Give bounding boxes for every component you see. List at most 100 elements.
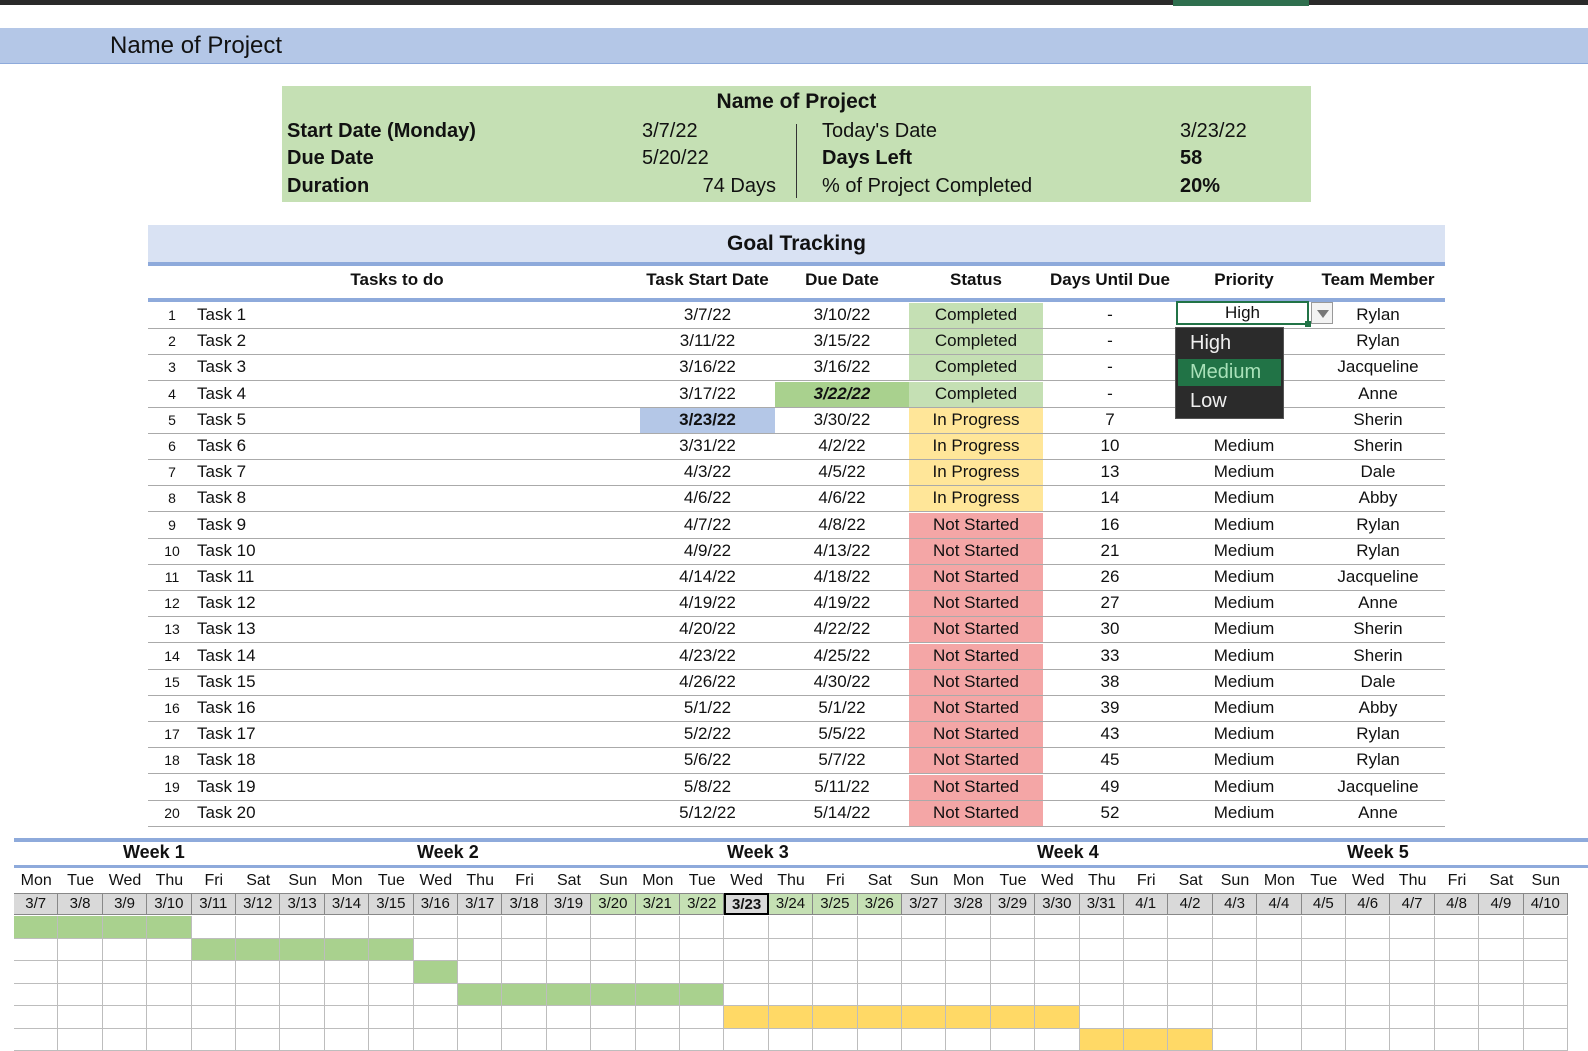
cell-status[interactable]: In Progress [909,434,1043,459]
cell-priority[interactable]: Medium [1177,775,1311,800]
gantt-cell[interactable] [192,961,236,984]
cell-team[interactable]: Anne [1311,801,1445,826]
today-date-value[interactable]: 3/23/22 [1180,120,1247,143]
cell-priority[interactable]: Medium [1177,460,1311,485]
gantt-cell[interactable] [1124,961,1168,984]
gantt-cell[interactable] [813,916,857,939]
cell-due[interactable]: 4/13/22 [775,539,909,564]
gantt-cell[interactable] [58,1006,102,1029]
gantt-cell[interactable] [1257,939,1301,962]
cell-start[interactable]: 5/8/22 [640,775,775,800]
cell-due[interactable]: 3/15/22 [775,329,909,354]
cell-due[interactable]: 4/30/22 [775,670,909,695]
gantt-cell[interactable] [858,961,902,984]
gantt-cell[interactable] [103,961,147,984]
gantt-cell[interactable] [1524,916,1568,939]
cell-team[interactable]: Sherin [1311,644,1445,669]
cell-days[interactable]: 16 [1043,513,1177,538]
cell-days[interactable]: 26 [1043,565,1177,590]
gantt-cell[interactable] [280,984,324,1007]
gantt-cell[interactable] [1124,916,1168,939]
date-header[interactable]: 3/19 [547,893,591,915]
gantt-cell[interactable] [547,1006,591,1029]
gantt-cell[interactable] [1435,1029,1479,1051]
gantt-cell[interactable] [14,984,58,1007]
cell-start[interactable]: 4/9/22 [640,539,775,564]
gantt-cell[interactable] [724,984,768,1007]
gantt-bar-cell[interactable] [1168,1029,1212,1051]
date-header[interactable]: 3/15 [369,893,413,915]
cell-status[interactable]: In Progress [909,460,1043,485]
date-header[interactable]: 4/10 [1524,893,1568,915]
date-header[interactable]: 4/7 [1390,893,1434,915]
cell-days[interactable]: 27 [1043,591,1177,616]
gantt-cell[interactable] [14,1006,58,1029]
gantt-cell[interactable] [1257,961,1301,984]
gantt-cell[interactable] [1124,984,1168,1007]
gantt-cell[interactable] [680,1029,724,1051]
gantt-cell[interactable] [1302,961,1346,984]
date-header[interactable]: 4/5 [1302,893,1346,915]
date-header[interactable]: 3/24 [769,893,813,915]
cell-priority[interactable]: Medium [1177,513,1311,538]
gantt-cell[interactable] [414,1006,458,1029]
cell-num[interactable]: 4 [148,382,196,407]
cell-due[interactable]: 3/16/22 [775,355,909,380]
cell-num[interactable]: 14 [148,644,196,669]
gantt-cell[interactable] [636,916,680,939]
gantt-cell[interactable] [724,939,768,962]
gantt-cell[interactable] [1479,1029,1523,1051]
gantt-cell[interactable] [103,1006,147,1029]
gantt-cell[interactable] [991,961,1035,984]
cell-start[interactable]: 4/6/22 [640,486,775,511]
priority-option-medium[interactable]: Medium [1178,359,1281,386]
gantt-bar-cell[interactable] [14,916,58,939]
gantt-cell[interactable] [636,939,680,962]
cell-num[interactable]: 13 [148,617,196,642]
gantt-cell[interactable] [813,1029,857,1051]
gantt-bar-cell[interactable] [591,984,635,1007]
gantt-cell[interactable] [1346,939,1390,962]
cell-team[interactable]: Anne [1311,382,1445,407]
cell-num[interactable]: 5 [148,408,196,433]
priority-option-low[interactable]: Low [1178,388,1281,415]
cell-num[interactable]: 16 [148,696,196,721]
cell-due[interactable]: 3/10/22 [775,303,909,328]
cell-due[interactable]: 4/2/22 [775,434,909,459]
goal-tracking-title[interactable]: Goal Tracking [148,225,1445,262]
gantt-cell[interactable] [1124,939,1168,962]
gantt-cell[interactable] [636,961,680,984]
gantt-cell[interactable] [547,916,591,939]
gantt-cell[interactable] [1035,916,1079,939]
cell-task[interactable]: Task 20 [197,801,597,826]
gantt-cell[interactable] [1168,961,1212,984]
gantt-cell[interactable] [591,961,635,984]
cell-priority[interactable]: Medium [1177,670,1311,695]
gantt-cell[interactable] [414,1029,458,1051]
cell-task[interactable]: Task 16 [197,696,597,721]
gantt-cell[interactable] [58,984,102,1007]
gantt-cell[interactable] [1168,984,1212,1007]
cell-num[interactable]: 2 [148,329,196,354]
cell-team[interactable]: Rylan [1311,329,1445,354]
gantt-cell[interactable] [502,1029,546,1051]
gantt-cell[interactable] [1479,961,1523,984]
cell-status[interactable]: Not Started [909,565,1043,590]
gantt-cell[interactable] [1168,916,1212,939]
gantt-cell[interactable] [192,984,236,1007]
date-header[interactable]: 3/13 [280,893,324,915]
gantt-cell[interactable] [458,916,502,939]
gantt-cell[interactable] [769,1029,813,1051]
gantt-cell[interactable] [1346,961,1390,984]
gantt-bar-cell[interactable] [103,916,147,939]
date-header[interactable]: 3/20 [591,893,635,915]
gantt-bar-cell[interactable] [813,1006,857,1029]
gantt-cell[interactable] [1390,961,1434,984]
cell-num[interactable]: 17 [148,722,196,747]
gantt-cell[interactable] [369,961,413,984]
gantt-cell[interactable] [902,916,946,939]
